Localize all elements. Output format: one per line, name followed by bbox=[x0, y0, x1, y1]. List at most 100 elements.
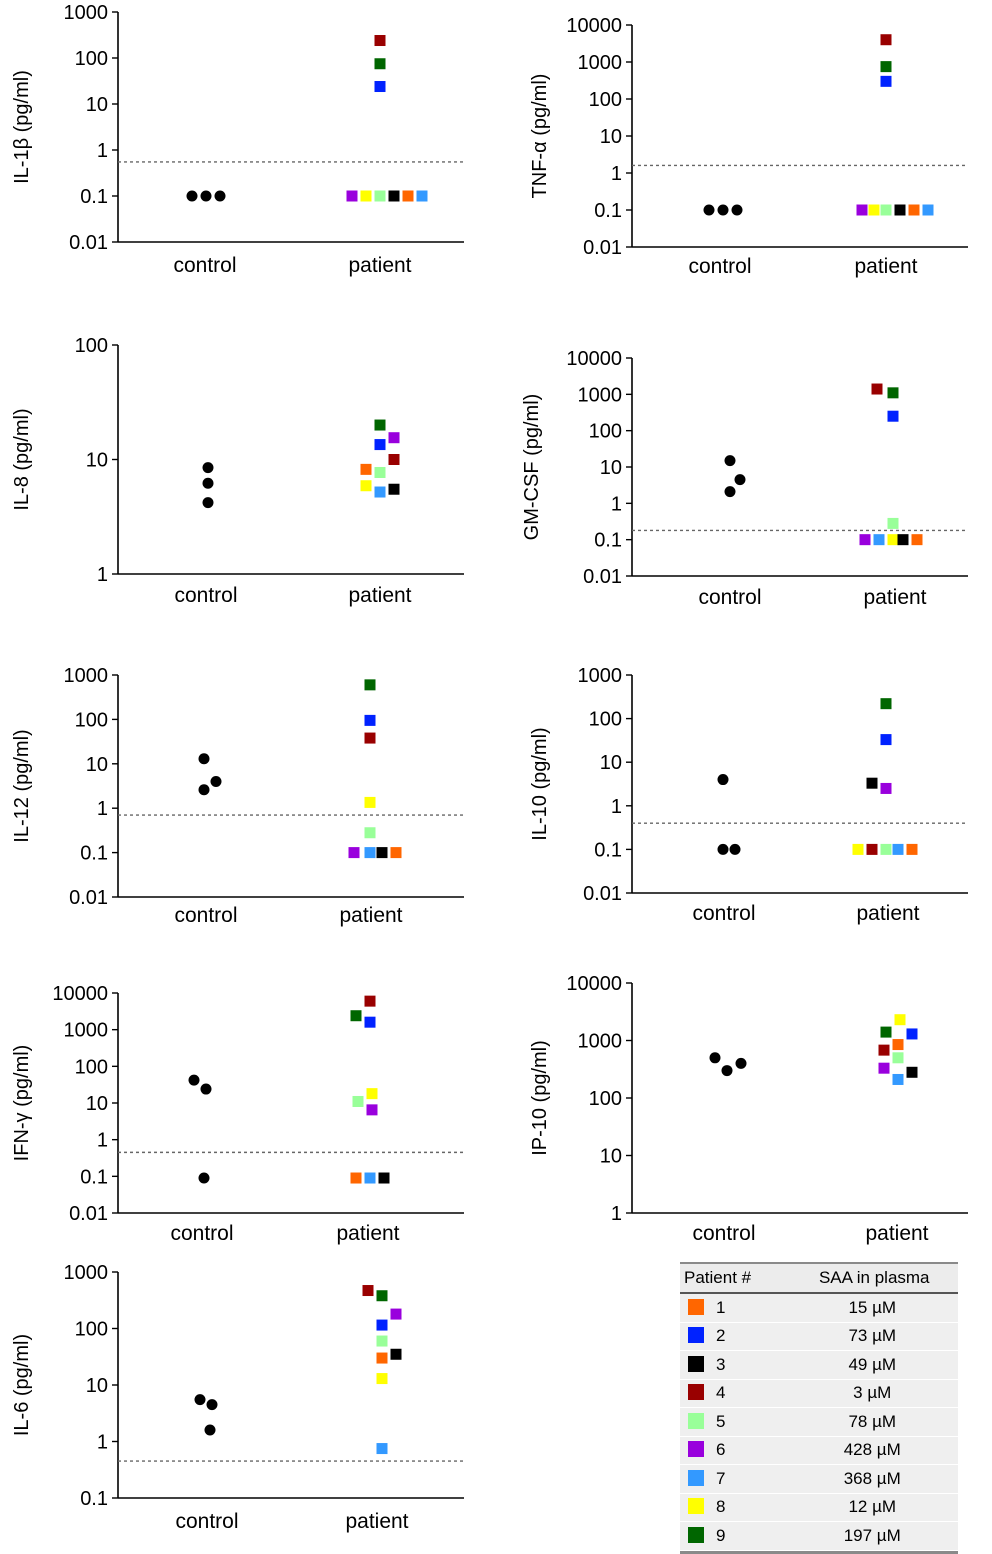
panel-gmcsf: 0.01 0.1 1 10 100 1000 10000 control patient GM-C… bbox=[521, 348, 968, 609]
control-point bbox=[202, 497, 214, 509]
x-category-label: control bbox=[175, 1510, 238, 1533]
patient-1-point bbox=[892, 1039, 904, 1051]
patient-1-point bbox=[402, 190, 414, 202]
y-tick-label: 10 bbox=[600, 752, 622, 774]
y-tick-label: 100 bbox=[75, 1319, 108, 1341]
x-category-label: control bbox=[692, 1222, 755, 1245]
control-point bbox=[200, 1083, 212, 1095]
control-point bbox=[735, 1057, 747, 1069]
legend-header-saa: SAA in plasma bbox=[786, 1264, 958, 1294]
y-tick-label: 0.1 bbox=[80, 186, 108, 208]
legend-patient-cell: 1 bbox=[680, 1293, 787, 1323]
patient-7-point bbox=[376, 1443, 388, 1455]
legend-patient-cell: 9 bbox=[680, 1521, 787, 1551]
patient-6-point bbox=[346, 190, 358, 202]
y-tick-label: 1 bbox=[611, 163, 622, 185]
y-tick-label: 10 bbox=[600, 1146, 622, 1168]
legend-saa-value: 3 µM bbox=[786, 1379, 958, 1408]
control-point bbox=[186, 190, 198, 202]
patient-5-point bbox=[892, 1052, 904, 1064]
control-point bbox=[703, 204, 715, 216]
control-point bbox=[729, 843, 741, 855]
control-point bbox=[721, 1065, 733, 1077]
patient-color-swatch bbox=[688, 1355, 704, 1372]
y-tick-label: 10000 bbox=[566, 973, 622, 995]
patient-9-point bbox=[350, 1010, 362, 1022]
control-point bbox=[198, 1172, 210, 1184]
patient-8-point bbox=[364, 796, 376, 808]
patient-2-point bbox=[376, 1319, 388, 1331]
patient-8-point bbox=[376, 1373, 388, 1385]
control-point bbox=[210, 775, 222, 787]
y-tick-label: 10 bbox=[86, 94, 108, 116]
legend-patient-cell: 8 bbox=[680, 1493, 787, 1522]
y-tick-label: 1 bbox=[611, 493, 622, 515]
panel-il1b: 0.01 0.1 1 10 100 1000 control patient IL-1β (pg… bbox=[11, 2, 464, 277]
patient-9-point bbox=[887, 387, 899, 399]
legend-patient-id: 9 bbox=[716, 1525, 726, 1545]
patient-6-point bbox=[366, 1104, 378, 1116]
patient-color-swatch bbox=[688, 1498, 704, 1515]
patient-2-point bbox=[887, 410, 899, 422]
patient-4-point bbox=[866, 843, 878, 855]
patient-9-point bbox=[880, 698, 892, 710]
x-category-label: patient bbox=[348, 584, 411, 607]
patient-1-point bbox=[376, 1352, 388, 1364]
patient-2-point bbox=[364, 714, 376, 726]
y-tick-label: 0.1 bbox=[594, 200, 622, 222]
y-tick-label: 100 bbox=[589, 1088, 622, 1110]
y-tick-label: 1000 bbox=[64, 2, 109, 24]
patient-4-point bbox=[871, 383, 883, 395]
patient-8-point bbox=[894, 1014, 906, 1026]
control-point bbox=[202, 477, 214, 489]
control-point bbox=[198, 784, 210, 796]
patient-2-point bbox=[364, 1016, 376, 1028]
patient-9-point bbox=[376, 1290, 388, 1302]
panel-il12: 0.01 0.1 1 10 100 1000 control patient IL-12 (pg… bbox=[11, 665, 464, 927]
legend-row: 6 428 µM bbox=[680, 1436, 958, 1465]
patient-9-point bbox=[374, 419, 386, 431]
y-tick-label: 0.01 bbox=[583, 566, 622, 588]
patient-1-point bbox=[390, 847, 402, 859]
patient-color-swatch bbox=[688, 1412, 704, 1429]
patient-5-point bbox=[352, 1095, 364, 1107]
patient-8-point bbox=[868, 204, 880, 216]
patient-4-point bbox=[374, 35, 386, 47]
y-axis-label: IP-10 (pg/ml) bbox=[529, 1040, 551, 1156]
patient-1-point bbox=[906, 843, 918, 855]
patient-7-point bbox=[892, 1073, 904, 1085]
patient-2-point bbox=[374, 439, 386, 451]
legend-patient-cell: 3 bbox=[680, 1350, 787, 1380]
panel-ip10: 1 10 100 1000 10000 control patient IP-10 (pg/m… bbox=[529, 973, 968, 1245]
patient-4-point bbox=[388, 454, 400, 465]
patient-8-point bbox=[852, 843, 864, 855]
control-point bbox=[206, 1399, 218, 1411]
legend-saa-value: 49 µM bbox=[786, 1350, 958, 1380]
legend-row: 9 197 µM bbox=[680, 1521, 958, 1551]
legend-patient-id: 3 bbox=[716, 1354, 726, 1374]
y-tick-label: 10 bbox=[86, 1375, 108, 1397]
y-tick-label: 10000 bbox=[566, 348, 622, 370]
x-category-label: control bbox=[692, 902, 755, 925]
patient-3-point bbox=[390, 1348, 402, 1360]
y-tick-label: 0.1 bbox=[80, 843, 108, 865]
legend-patient-cell: 4 bbox=[680, 1379, 787, 1408]
patient-8-point bbox=[360, 190, 372, 202]
y-tick-label: 1 bbox=[611, 1203, 622, 1225]
y-tick-label: 100 bbox=[75, 1056, 108, 1078]
y-tick-label: 100 bbox=[75, 48, 108, 70]
legend-saa-value: 197 µM bbox=[786, 1521, 958, 1551]
patient-5-point bbox=[364, 827, 376, 839]
patient-4-point bbox=[362, 1285, 374, 1297]
panel-tnfa: 0.01 0.1 1 10 100 1000 10000 control patient TNF-… bbox=[529, 15, 968, 278]
control-point bbox=[724, 455, 736, 467]
patient-3-point bbox=[376, 847, 388, 859]
panel-il10: 0.01 0.1 1 10 100 1000 control patient IL-10 (pg… bbox=[529, 665, 968, 925]
patient-3-point bbox=[378, 1172, 390, 1184]
y-tick-label: 1000 bbox=[64, 1262, 109, 1284]
y-tick-label: 1000 bbox=[64, 1020, 109, 1042]
y-tick-label: 1000 bbox=[64, 665, 109, 687]
y-axis-label: IL-10 (pg/ml) bbox=[529, 727, 551, 840]
y-tick-label: 0.01 bbox=[69, 1203, 108, 1225]
